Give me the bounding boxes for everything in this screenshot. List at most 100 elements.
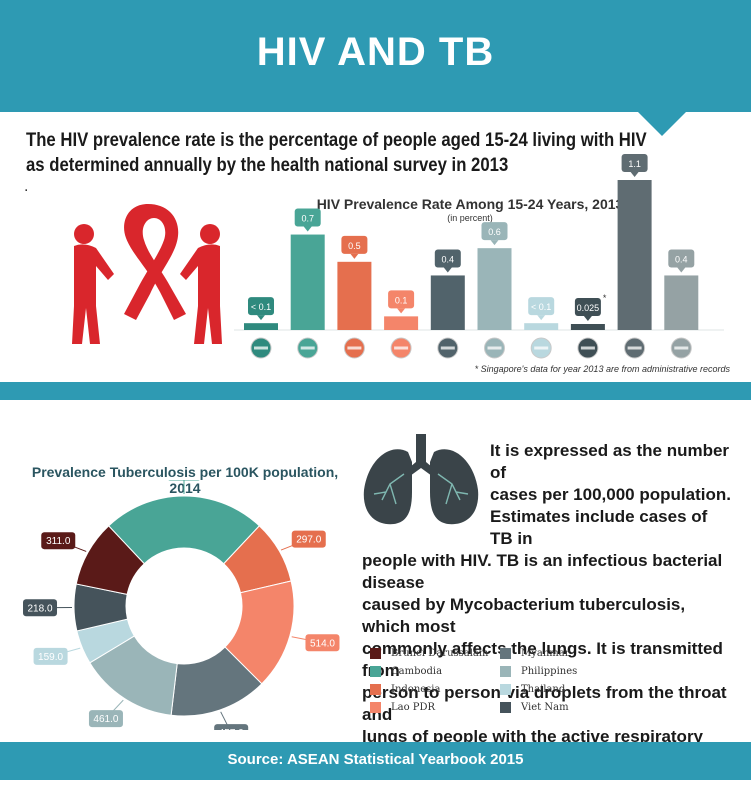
aids-ribbon-figures-icon <box>72 204 222 344</box>
tb-value-callout <box>88 710 123 728</box>
hiv-value-callout <box>528 297 555 316</box>
legend-swatch <box>500 684 511 695</box>
page-title: HIV AND TB <box>256 30 495 74</box>
tb-text-line-7: person to person via droplets from the t… <box>362 683 727 724</box>
tb-text-line-1: It is expressed as the number of <box>490 441 730 482</box>
flag-cambodia-icon <box>297 337 319 359</box>
flag-philippines-icon <box>530 337 552 359</box>
hiv-bar <box>664 275 699 330</box>
legend-label: Thailand <box>521 684 566 695</box>
hiv-value-callout <box>621 154 648 172</box>
tb-text-line-2: cases per 100,000 population. <box>490 485 731 504</box>
footer-banner <box>0 742 751 780</box>
tb-donut-slice <box>75 525 145 595</box>
flag-singapore-icon <box>577 337 599 359</box>
tb-text-line-4: people with HIV. TB is an infectious bac… <box>362 551 723 592</box>
legend-swatch <box>370 702 381 713</box>
legend-label: Indonesia <box>391 684 441 695</box>
hiv-bar <box>244 323 278 330</box>
hiv-value-callout <box>574 298 601 316</box>
tb-value-callout <box>168 480 200 481</box>
hiv-value-callout <box>481 222 508 241</box>
flag-brunei-icon <box>250 337 272 359</box>
tb-donut-slice <box>107 495 261 565</box>
hiv-chart-title: HIV Prevalence Rate Among 15-24 Years, 2… <box>316 196 624 212</box>
lungs-icon <box>363 434 479 525</box>
legend-swatch <box>370 666 381 677</box>
legend-item: Brunei Darussalam <box>370 648 488 666</box>
section-divider <box>0 382 751 400</box>
hiv-bar <box>430 275 465 330</box>
hiv-callout-pointer <box>350 253 359 259</box>
hiv-bar <box>337 261 372 330</box>
hiv-callout-pointer <box>397 308 406 314</box>
flag-thailand-icon <box>624 337 646 359</box>
hiv-callout-pointer <box>537 315 546 321</box>
intro-line-2: as determined annually by the health nat… <box>26 155 509 176</box>
tb-data-label: 218.0 <box>27 603 52 614</box>
hiv-value-callout <box>294 208 321 227</box>
hiv-bar <box>290 234 325 330</box>
hiv-callout-pointer <box>630 172 639 177</box>
hiv-data-label: < 0.1 <box>251 302 271 312</box>
intro-bullet: . <box>24 178 29 195</box>
banner-pointer <box>638 112 686 136</box>
hiv-data-label: 0.6 <box>488 227 501 237</box>
flag-vietnam-icon <box>670 337 692 359</box>
tb-data-label: 311.0 <box>46 536 71 547</box>
tb-description: It is expressed as the number of cases p… <box>362 440 732 770</box>
legend-item: Myanmar <box>500 648 570 666</box>
hiv-data-label: 0.025 <box>577 303 600 313</box>
hiv-value-callout <box>388 290 415 309</box>
tb-data-label: 461.0 <box>93 714 118 725</box>
hiv-value-callout <box>248 297 274 316</box>
hiv-callout-pointer <box>583 316 592 321</box>
tb-data-label: 457.0 <box>219 728 244 730</box>
hiv-label-asterisk: * <box>603 293 607 303</box>
tb-value-callout <box>305 634 340 652</box>
flag-myanmar-icon <box>484 337 505 359</box>
legend-swatch <box>500 702 511 713</box>
hiv-data-label: 0.4 <box>442 254 455 264</box>
hiv-value-callout <box>668 249 695 268</box>
tb-data-label: 514.0 <box>310 638 335 649</box>
legend-label: Lao PDR <box>391 702 436 713</box>
hiv-data-label: 0.1 <box>395 295 408 305</box>
hiv-chart-subtitle: (in percent) <box>447 213 493 223</box>
legend-label: Cambodia <box>391 666 443 677</box>
tb-value-callout <box>33 647 68 665</box>
tb-text-line-5: caused by Mycobacterium tuberculosis, wh… <box>362 595 686 636</box>
legend-item: Lao PDR <box>370 702 435 720</box>
intro-text: The HIV prevalence rate is the percentag… <box>26 128 647 178</box>
legend-swatch <box>500 648 511 659</box>
hiv-callout-pointer <box>677 267 686 273</box>
tb-text-line-3: Estimates include cases of TB in <box>490 507 708 548</box>
hiv-bar <box>570 324 605 330</box>
source-note: Source: ASEAN Statistical Yearbook 2015 <box>227 751 524 768</box>
legend-swatch <box>370 648 381 659</box>
legend-swatch <box>370 684 381 695</box>
hiv-callout-pointer <box>443 267 452 273</box>
hiv-footnote: * Singapore's data for year 2013 are fro… <box>474 364 730 374</box>
hiv-bar <box>524 323 559 330</box>
tb-value-callout <box>41 532 76 550</box>
tb-value-callout <box>23 599 58 617</box>
tb-data-label: 159.0 <box>38 652 63 663</box>
hiv-value-callout <box>341 235 368 254</box>
legend-label: Myanmar <box>521 648 570 659</box>
legend-label: Viet Nam <box>521 702 569 713</box>
tb-chart-title: Prevalence Tuberculosis per 100K populat… <box>31 464 339 496</box>
legend-item: Thailand <box>500 684 565 702</box>
hiv-bar <box>617 180 652 330</box>
hiv-bar <box>384 316 419 330</box>
flag-malaysia-icon <box>437 337 459 359</box>
hiv-callout-pointer <box>490 240 499 246</box>
tb-data-label: 297.0 <box>296 535 321 546</box>
hiv-callout-pointer <box>257 315 265 321</box>
tb-value-callout <box>291 530 326 548</box>
legend-item: Cambodia <box>370 666 442 684</box>
hiv-data-label: 0.7 <box>301 214 314 224</box>
hiv-bar-chart: < 0.1 0.7 0.5 0.1 0.4 0.6 < 0.1 0.025* 1.1 0.4 <box>234 154 724 359</box>
hiv-data-label: < 0.1 <box>531 302 551 312</box>
